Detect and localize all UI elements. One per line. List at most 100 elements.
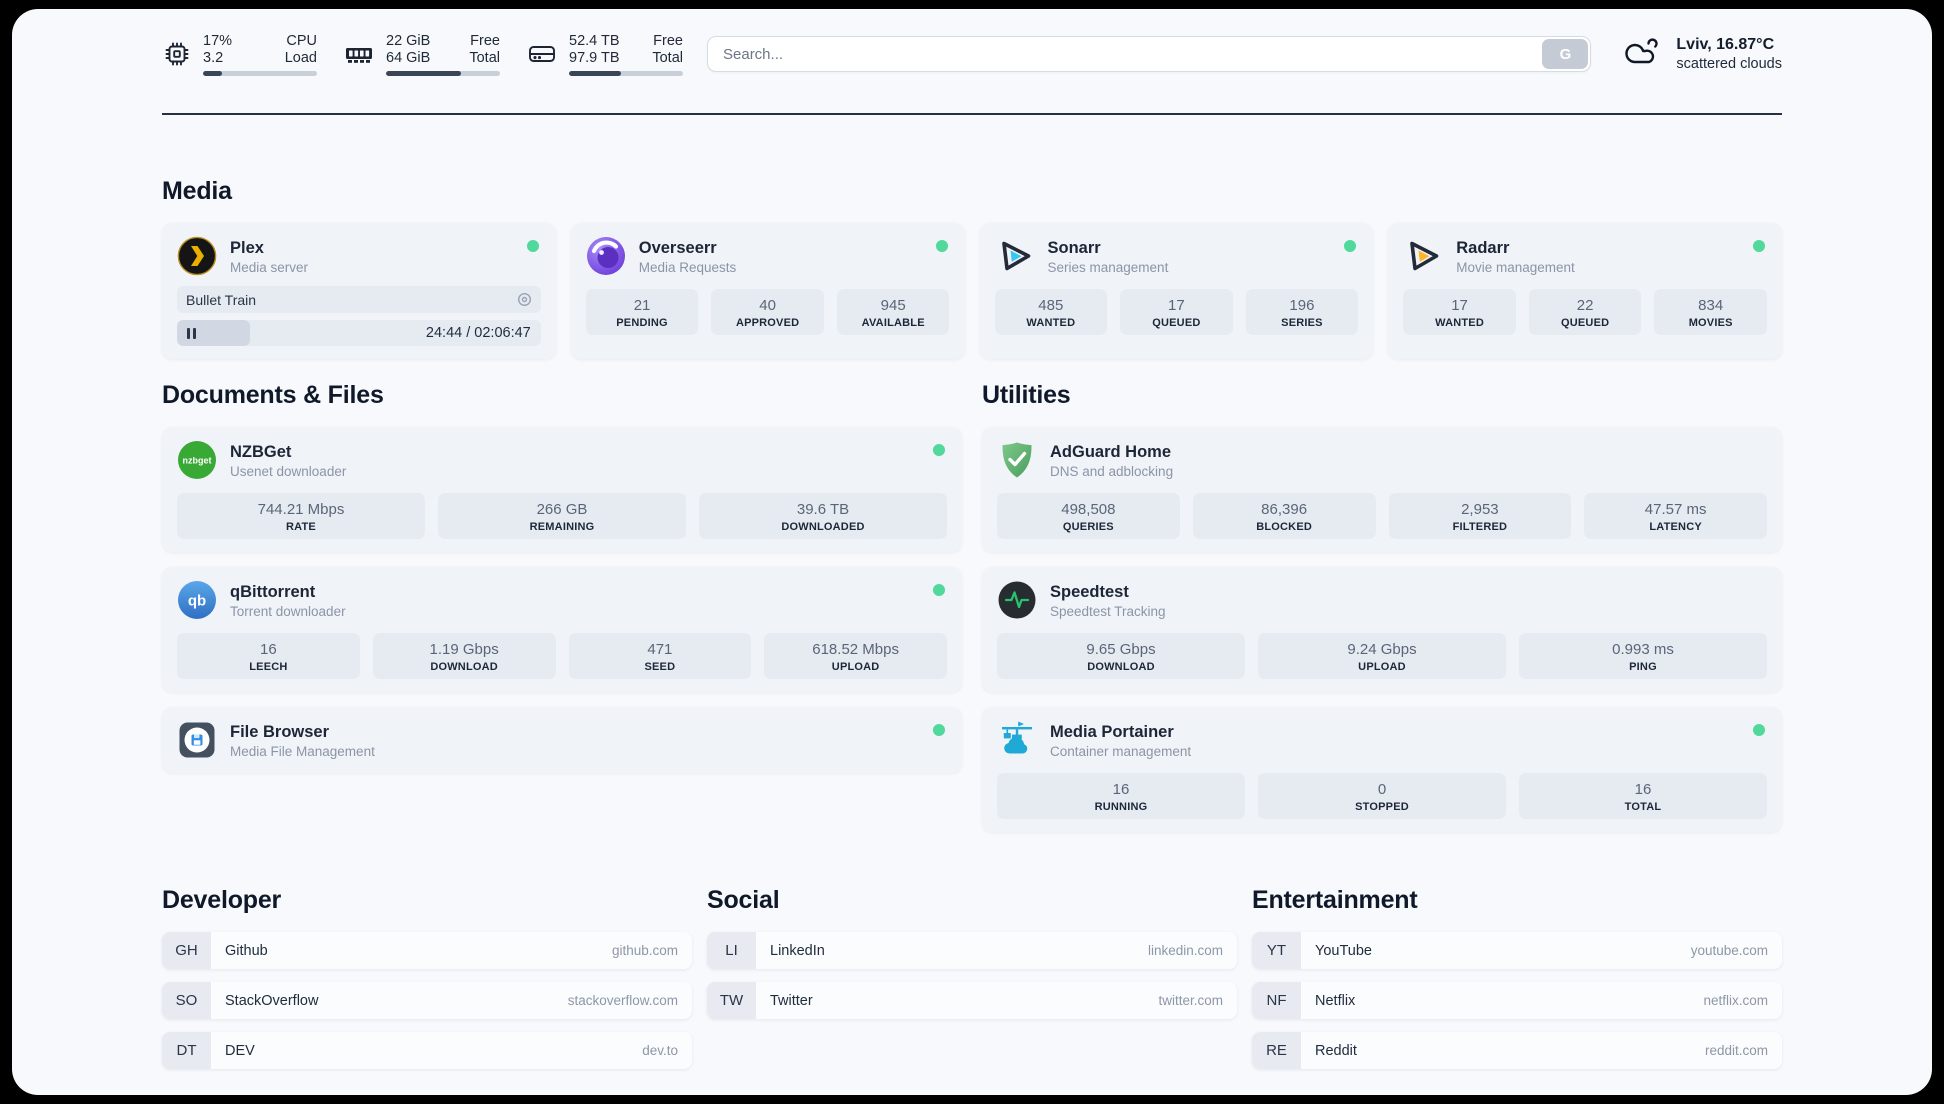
cpu-label: CPU: [286, 32, 317, 49]
service-card-adguard[interactable]: AdGuard Home DNS and adblocking 498,508 …: [982, 427, 1782, 552]
search-input[interactable]: [710, 45, 1543, 63]
service-description: Media File Management: [230, 743, 375, 759]
status-dot: [933, 444, 945, 456]
weather-widget: Lviv, 16.87°C scattered clouds: [1621, 32, 1782, 77]
bookmark-abbr: SO: [162, 982, 211, 1019]
nzbget-icon: nzbget: [177, 440, 217, 480]
bookmark-github[interactable]: GH Github github.com: [162, 932, 692, 969]
service-card-radarr[interactable]: Radarr Movie management 17 WANTED 22 QUE…: [1388, 223, 1782, 359]
playback-time: 24:44 / 02:06:47: [425, 325, 531, 341]
cpu-progress-track: [203, 70, 317, 76]
bookmark-linkedin[interactable]: LI LinkedIn linkedin.com: [707, 932, 1237, 969]
bookmark-url: youtube.com: [1690, 943, 1768, 958]
service-description: Speedtest Tracking: [1050, 603, 1166, 619]
service-description: Torrent downloader: [230, 603, 346, 619]
bookmark-abbr: LI: [707, 932, 756, 969]
bookmark-url: twitter.com: [1158, 993, 1223, 1008]
service-name: Overseerr: [638, 238, 717, 257]
service-card-plex[interactable]: Plex Media server Bullet Train: [162, 223, 556, 359]
bookmark-name: Twitter: [770, 992, 813, 1009]
cloud-icon: [1621, 32, 1663, 77]
utilities-column: Utilities: [982, 381, 1782, 832]
service-name: Plex: [230, 238, 264, 257]
service-card-portainer[interactable]: Media Portainer Container management 16 …: [982, 707, 1782, 832]
filebrowser-icon: [177, 720, 217, 760]
stat-blocked: 86,396 BLOCKED: [1192, 493, 1376, 539]
service-name: Media Portainer: [1050, 722, 1174, 741]
memory-progress-track: [386, 70, 500, 76]
stat-movies: 834 MOVIES: [1654, 289, 1767, 335]
bookmark-abbr: DT: [162, 1032, 211, 1069]
weather-condition: scattered clouds: [1676, 55, 1782, 72]
now-playing-title: Bullet Train: [186, 291, 257, 308]
stat-queries: 498,508 QUERIES: [997, 493, 1180, 539]
stat-download: 9.65 Gbps DOWNLOAD: [997, 633, 1245, 679]
service-name: qBittorrent: [230, 582, 316, 601]
pause-icon: [187, 327, 196, 339]
service-description: Usenet downloader: [230, 463, 347, 479]
service-name: AdGuard Home: [1050, 442, 1172, 461]
memory-widget: 22 GiB Free 64 GiB Total: [343, 33, 500, 76]
service-card-nzbget[interactable]: nzbget NZBGet Usenet downloader 744.: [162, 427, 962, 552]
service-description: Movie management: [1456, 259, 1575, 275]
memory-free-value: 22 GiB: [386, 32, 431, 49]
bookmark-group-social: Social LI LinkedIn linkedin.com TW Twitt…: [707, 886, 1237, 1082]
service-card-overseerr[interactable]: Overseerr Media Requests 21 PENDING 40 A…: [570, 223, 965, 359]
bookmark-abbr: NF: [1252, 982, 1301, 1019]
bookmark-abbr: RE: [1252, 1032, 1301, 1069]
memory-icon: [343, 39, 375, 69]
bookmark-youtube[interactable]: YT YouTube youtube.com: [1252, 932, 1782, 969]
section-title-documents: Documents & Files: [162, 381, 384, 409]
service-description: Container management: [1050, 743, 1192, 759]
status-dot: [935, 240, 948, 252]
search-provider-button[interactable]: G: [1542, 39, 1589, 69]
bookmark-url: linkedin.com: [1147, 943, 1223, 958]
service-card-qbittorrent[interactable]: qb qBittorrent Torrent downloader 16: [162, 567, 962, 692]
disk-free-value: 52.4 TB: [569, 32, 620, 49]
stat-downloaded: 39.6 TB DOWNLOADED: [699, 493, 947, 539]
disk-free-label: Free: [653, 32, 683, 49]
service-card-speedtest[interactable]: Speedtest Speedtest Tracking 9.65 Gbps D…: [982, 567, 1782, 692]
speedtest-icon: [997, 580, 1037, 620]
cpu-load-value: 3.2: [203, 49, 224, 66]
service-name: Sonarr: [1047, 238, 1101, 257]
stat-pending: 21 PENDING: [585, 289, 699, 335]
documents-column: Documents & Files nzbget: [162, 381, 962, 832]
stat-wanted: 17 WANTED: [1403, 289, 1516, 335]
service-card-filebrowser[interactable]: File Browser Media File Management: [162, 707, 962, 773]
disk-total-value: 97.9 TB: [569, 49, 620, 66]
bookmark-abbr: TW: [707, 982, 756, 1019]
service-card-sonarr[interactable]: Sonarr Series management 485 WANTED 17 Q…: [979, 223, 1374, 359]
bookmark-name: YouTube: [1315, 942, 1372, 959]
bookmark-group-title: Social: [707, 886, 780, 914]
bookmark-reddit[interactable]: RE Reddit reddit.com: [1252, 1032, 1782, 1069]
stat-filtered: 2,953 FILTERED: [1388, 493, 1572, 539]
weather-location-temp: Lviv, 16.87°C: [1676, 35, 1775, 53]
bookmark-dev[interactable]: DT DEV dev.to: [162, 1032, 692, 1069]
dashboard-panel: 17% CPU 3.2 Load: [12, 9, 1932, 1095]
service-name: Speedtest: [1050, 582, 1129, 601]
stat-upload: 618.52 Mbps UPLOAD: [764, 633, 947, 679]
bookmark-url: stackoverflow.com: [567, 993, 678, 1008]
bookmark-name: StackOverflow: [225, 992, 319, 1009]
status-dot: [933, 724, 945, 736]
stat-ping: 0.993 ms PING: [1519, 633, 1767, 679]
bookmark-stackoverflow[interactable]: SO StackOverflow stackoverflow.com: [162, 982, 692, 1019]
bookmark-twitter[interactable]: TW Twitter twitter.com: [707, 982, 1237, 1019]
stat-latency: 47.57 ms LATENCY: [1584, 493, 1767, 539]
bookmark-name: Netflix: [1315, 992, 1356, 1009]
bookmark-name: LinkedIn: [770, 942, 825, 959]
disk-total-label: Total: [652, 49, 683, 66]
bookmark-netflix[interactable]: NF Netflix netflix.com: [1252, 982, 1782, 1019]
cpu-load-label: Load: [284, 49, 317, 66]
stat-seed: 471 SEED: [568, 633, 752, 679]
disk-progress-track: [569, 70, 683, 76]
portainer-icon: [997, 720, 1037, 760]
stat-total: 16 TOTAL: [1519, 773, 1767, 819]
bookmark-group-entertainment: Entertainment YT YouTube youtube.com NF …: [1252, 886, 1782, 1082]
cpu-widget: 17% CPU 3.2 Load: [162, 33, 317, 76]
service-description: DNS and adblocking: [1050, 463, 1174, 479]
sonarr-icon: [995, 236, 1035, 276]
stat-rate: 744.21 Mbps RATE: [177, 493, 425, 539]
status-dot: [526, 240, 539, 252]
